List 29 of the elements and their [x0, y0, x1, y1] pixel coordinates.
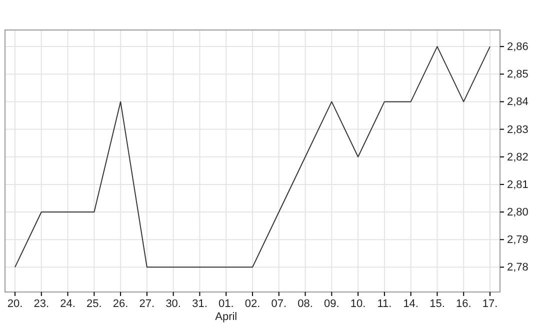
x-tick-label: 25. [86, 298, 102, 310]
x-tick-label: 27. [139, 298, 155, 310]
y-tick-label: 2,85 [507, 68, 528, 81]
x-tick-label: 15. [430, 298, 445, 310]
x-tick-label: 30. [166, 298, 181, 310]
y-tick-label: 2,80 [507, 206, 528, 219]
y-tick-label: 2,78 [507, 262, 528, 274]
x-tick-label: 20. [7, 298, 23, 310]
x-tick-label: 16. [456, 298, 472, 310]
y-tick-label: 2,83 [507, 124, 528, 136]
y-tick-label: 2,82 [507, 151, 528, 164]
y-tick-label: 2,84 [507, 96, 528, 108]
x-tick-label: 17. [482, 298, 498, 310]
y-tick-label: 2,81 [507, 178, 528, 191]
x-tick-label: 26. [112, 298, 128, 310]
x-tick-label: 31. [192, 298, 208, 310]
x-tick-label: 23. [34, 298, 50, 310]
x-tick-label: 10. [350, 298, 366, 310]
x-tick-label: 01. April [215, 298, 238, 324]
x-tick-label: 02. [244, 298, 260, 310]
x-tick-label: 11. [377, 298, 392, 310]
line-series [14, 46, 490, 268]
x-tick-label: 24. [60, 298, 76, 310]
x-tick-label: 09. [324, 298, 340, 310]
x-tick-label: 07. [271, 298, 287, 310]
y-tick-label: 2,86 [507, 41, 528, 54]
x-tick-label: 08. [298, 298, 313, 310]
x-tick-label: 14. [403, 298, 418, 310]
y-tick-label: 2,79 [507, 234, 528, 246]
